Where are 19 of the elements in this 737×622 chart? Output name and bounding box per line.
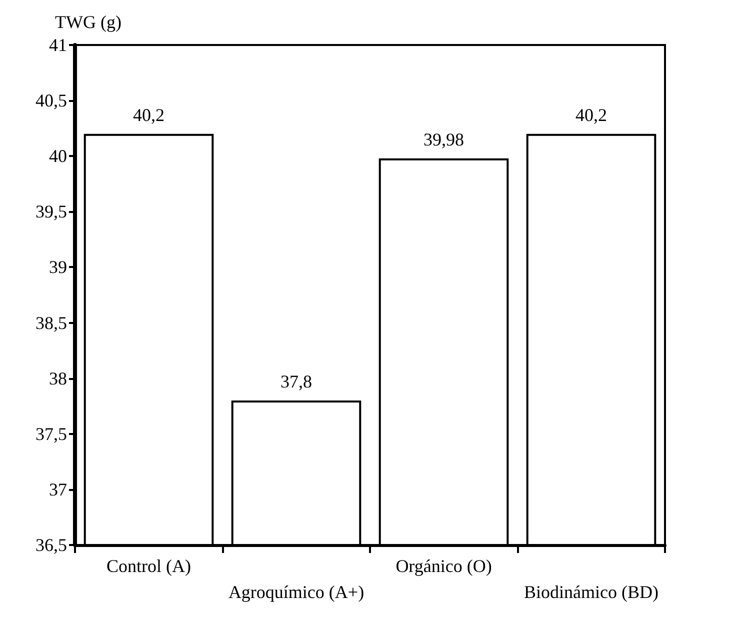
data-label: 40,2 [133,104,164,125]
data-label: 40,2 [576,104,607,125]
y-tick-label: 39 [49,257,67,278]
y-tick-label: 38,5 [36,312,67,333]
data-label: 39,98 [424,129,464,150]
x-tick-label: Biodinámico (BD) [524,582,658,602]
y-tick-label: 36,5 [36,535,67,555]
y-tick-label: 39,5 [36,202,67,222]
y-tick-label: 38 [49,368,67,388]
y-tick-label: 37 [49,479,67,500]
y-tick-label: 41 [49,35,67,55]
data-label: 37,8 [280,372,312,392]
y-tick-label: 40 [49,146,67,166]
y-tick-label: 40,5 [36,90,67,111]
x-tick-label: Control (A) [106,556,191,576]
x-tick-label: Orgánico (O) [396,556,492,576]
x-tick-label: Agroquímico (A+) [228,582,364,602]
y-tick-label: 37,5 [36,424,67,444]
y-axis-title: TWG (g) [55,12,122,32]
